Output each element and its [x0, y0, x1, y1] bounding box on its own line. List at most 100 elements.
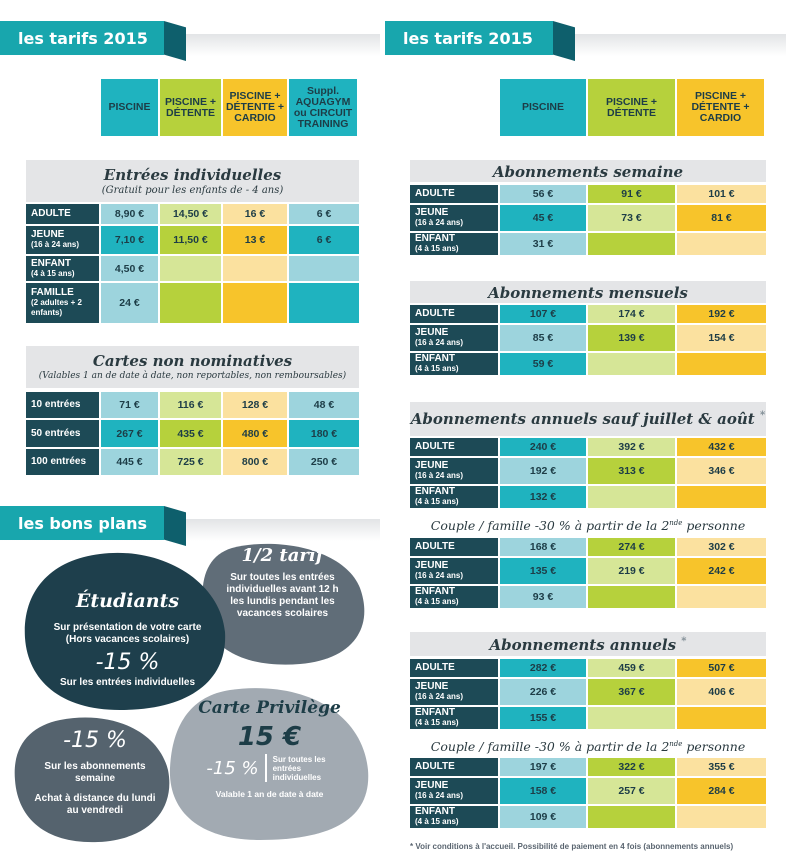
- price-cell: 192 €: [500, 458, 586, 484]
- row-label-text: ENFANT: [415, 707, 455, 718]
- section-abo-semaine-title: Abonnements semaine: [410, 160, 766, 182]
- row-label-text: 100 entrées: [31, 456, 87, 467]
- demi-tarif-title: 1/2 tarif: [241, 545, 324, 566]
- price-cell: 128 €: [223, 392, 287, 418]
- row-label-sub: (16 à 24 ans): [415, 471, 464, 480]
- banner-fold: [164, 506, 186, 546]
- row-label-text: JEUNE: [31, 229, 65, 240]
- abonnements-text2: Achat à distance du lundi au vendredi: [34, 793, 156, 816]
- blob-demi-tarif: [202, 543, 365, 665]
- etudiants-text: Sur présentation de votre carte (Hors va…: [53, 622, 202, 645]
- price-cell: [289, 256, 359, 281]
- privilege-divider: [264, 754, 267, 782]
- row-label-text: ADULTE: [415, 541, 455, 552]
- banner-label: les tarifs 2015: [0, 21, 164, 55]
- privilege-pct: -15 %: [206, 757, 259, 779]
- price-cell: [588, 486, 675, 508]
- price-cell: 180 €: [289, 420, 359, 447]
- row-label-sub: (4 à 15 ans): [415, 817, 459, 826]
- row-label-text: JEUNE: [415, 207, 449, 218]
- blob-privilege: [169, 688, 369, 840]
- price-cell: 302 €: [677, 538, 766, 556]
- row-label: JEUNE (16 à 24 ans): [410, 205, 498, 231]
- section-title-text: Cartes non nominatives: [92, 352, 293, 370]
- row-label-sub: (16 à 24 ans): [415, 218, 464, 227]
- bon-plan-abonnements: -15 % Sur les abonnements semaine Achat …: [20, 728, 170, 817]
- price-cell: 135 €: [500, 558, 586, 584]
- price-cell: 13 €: [223, 226, 287, 254]
- section-title-text: Abonnements annuels: [489, 636, 677, 654]
- price-cell: 56 €: [500, 185, 586, 203]
- price-cell: 406 €: [677, 679, 766, 705]
- price-cell: 257 €: [588, 778, 675, 804]
- section-title-text: Entrées individuelles: [103, 166, 282, 184]
- price-cell: [677, 486, 766, 508]
- section-entrees-title: Entrées individuelles (Gratuit pour les …: [26, 160, 359, 202]
- row-label: JEUNE (16 à 24 ans): [410, 679, 498, 705]
- couple-text: Couple / famille -30 % à partir de la 2: [430, 518, 670, 533]
- column-header: Suppl. AQUAGYM ou CIRCUIT TRAINING: [289, 79, 357, 136]
- price-cell: 6 €: [289, 226, 359, 254]
- price-cell: 435 €: [160, 420, 221, 447]
- row-label-sub: (4 à 15 ans): [415, 244, 459, 253]
- price-cell: [588, 806, 675, 828]
- section-cartes-title: Cartes non nominatives (Valables 1 an de…: [26, 346, 359, 388]
- price-cell: 168 €: [500, 538, 586, 556]
- banner-tarifs-left: les tarifs 2015: [0, 21, 186, 61]
- row-label: ADULTE: [410, 758, 498, 776]
- price-cell: 24 €: [101, 283, 158, 323]
- privilege-price: 15 €: [237, 722, 302, 752]
- row-label-text: ADULTE: [415, 308, 455, 319]
- row-label-text: ADULTE: [415, 441, 455, 452]
- section-abo-annuels-sauf-title: Abonnements annuels sauf juillet & août …: [410, 402, 766, 436]
- price-cell: [677, 353, 766, 375]
- column-header: PISCINE + DÉTENTE: [160, 79, 221, 136]
- section-subtitle: (Valables 1 an de date à date, non repor…: [38, 371, 347, 381]
- price-cell: 282 €: [500, 659, 586, 677]
- price-cell: [588, 586, 675, 608]
- price-cell: 31 €: [500, 233, 586, 255]
- row-label-text: ENFANT: [31, 257, 71, 269]
- price-cell: 284 €: [677, 778, 766, 804]
- price-cell: 7,10 €: [101, 226, 158, 254]
- etudiants-title: Étudiants: [75, 590, 180, 612]
- couple-sup: nde: [669, 518, 683, 527]
- price-cell: [160, 283, 221, 323]
- bon-plan-etudiants: Étudiants Sur présentation de votre cart…: [30, 590, 225, 689]
- section-title-text: Abonnements semaine: [492, 163, 684, 181]
- banner-fold: [553, 21, 575, 61]
- row-label: JEUNE (16 à 24 ans): [410, 558, 498, 584]
- price-cell: 240 €: [500, 438, 586, 456]
- abonnements-pct: -15 %: [63, 728, 127, 753]
- price-cell: [160, 256, 221, 281]
- couple-end: personne: [682, 739, 746, 754]
- price-cell: 81 €: [677, 205, 766, 231]
- couple-text: Couple / famille -30 % à partir de la 2: [430, 739, 670, 754]
- row-label: ADULTE: [410, 538, 498, 556]
- row-label-sub: (16 à 24 ans): [415, 791, 464, 800]
- row-label: JEUNE (16 à 24 ans): [410, 458, 498, 484]
- section-abo-annuels-title: Abonnements annuels *: [410, 632, 766, 656]
- price-cell: 6 €: [289, 204, 359, 224]
- column-header: PISCINE + DÉTENTE: [588, 79, 675, 136]
- couple-famille-title: Couple / famille -30 % à partir de la 2n…: [410, 739, 766, 754]
- price-cell: 4,50 €: [101, 256, 158, 281]
- blob-etudiants: [24, 552, 226, 710]
- column-header: PISCINE + DÉTENTE + CARDIO: [677, 79, 764, 136]
- row-label-text: JEUNE: [415, 780, 449, 791]
- price-cell: 480 €: [223, 420, 287, 447]
- price-cell: [677, 806, 766, 828]
- price-cell: 219 €: [588, 558, 675, 584]
- row-label-sub: (16 à 24 ans): [31, 240, 80, 249]
- price-cell: 45 €: [500, 205, 586, 231]
- price-cell: 8,90 €: [101, 204, 158, 224]
- demi-tarif-text: Sur toutes les entrées individuelles ava…: [226, 572, 339, 619]
- price-cell: 71 €: [101, 392, 158, 418]
- price-cell: 313 €: [588, 458, 675, 484]
- row-label-sub: (2 adultes + 2 enfants): [31, 298, 82, 317]
- price-cell: [223, 283, 287, 323]
- price-cell: [677, 707, 766, 729]
- row-label-text: ENFANT: [415, 486, 455, 497]
- banner-label: les bons plans: [0, 506, 164, 540]
- row-label-text: ADULTE: [415, 662, 455, 673]
